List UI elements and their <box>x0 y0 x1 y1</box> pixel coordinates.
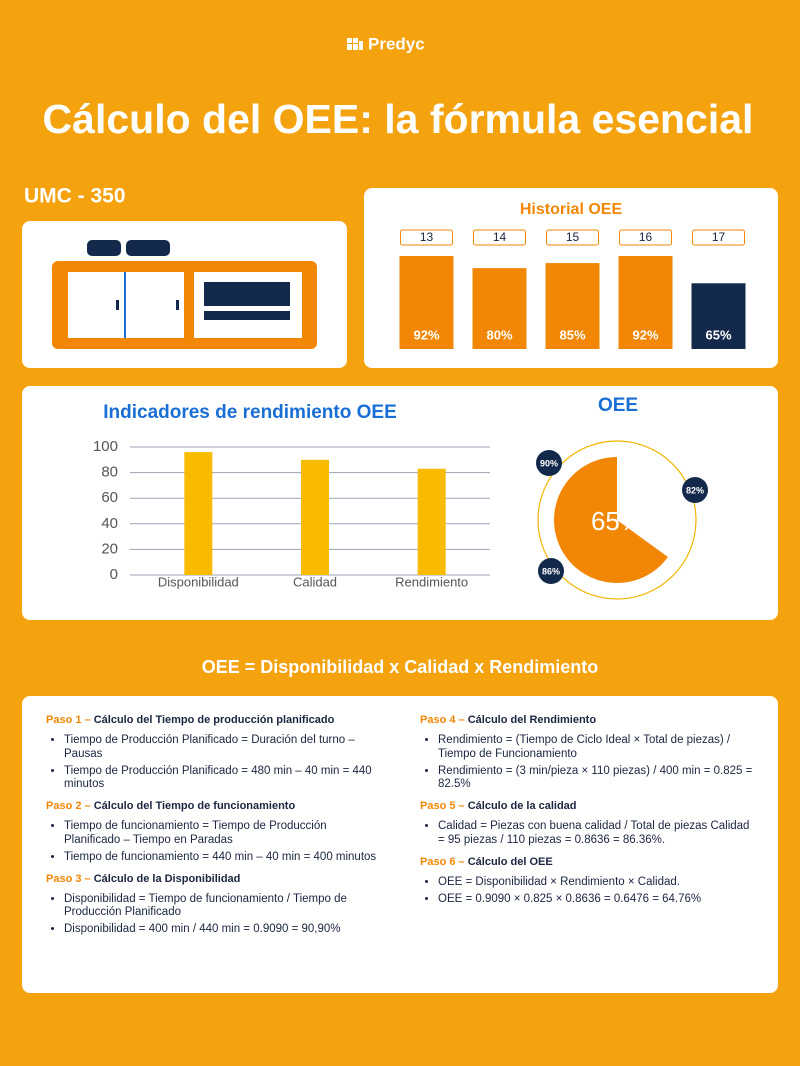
step-item: Tiempo de Producción Planificado = 480 m… <box>64 765 380 793</box>
value-label: 65% <box>705 327 731 342</box>
step-title: Cálculo del Rendimiento <box>467 714 597 726</box>
step-title: Cálculo del OEE <box>467 855 553 868</box>
x-tick-label: Rendimiento <box>395 574 468 589</box>
bar <box>472 268 527 349</box>
step-item: OEE = 0.9090 × 0.825 × 0.8636 = 0.6476 =… <box>438 893 754 907</box>
bar <box>399 256 454 349</box>
x-tick-label: 17 <box>712 230 726 244</box>
step-heading: Paso 2 – Cálculo del Tiempo de funcionam… <box>46 800 380 812</box>
step-number: Paso 4 – <box>420 714 465 726</box>
step: Paso 4 – Cálculo del Rendimiento Rendimie… <box>420 714 754 792</box>
step-number: Paso 1 – <box>46 714 91 726</box>
step-list: Tiempo de Producción Planificado = Durac… <box>46 734 380 792</box>
x-tick-label: Calidad <box>293 574 337 589</box>
x-tick-label: 13 <box>420 230 434 244</box>
year-box <box>546 229 599 246</box>
value-label: 92% <box>632 327 658 342</box>
badge <box>682 477 708 503</box>
charts: Historial OEE 13 92% 14 80% 15 85% 16 92% 17 65% In… <box>93 201 746 600</box>
bar <box>545 263 600 349</box>
step-list: Rendimiento = (Tiempo de Ciclo Ideal × T… <box>420 734 754 792</box>
y-tick-label: 100 <box>93 438 118 455</box>
step: Paso 2 – Cálculo del Tiempo de funcionam… <box>46 800 380 864</box>
brand: Predyc <box>368 34 425 53</box>
x-tick-label: 16 <box>639 230 653 244</box>
step-number: Paso 2 – <box>46 800 91 813</box>
step-item: Disponibilidad = 400 min / 440 min = 0.9… <box>64 923 380 937</box>
value-label: 92% <box>413 327 439 342</box>
step-item: Tiempo de funcionamiento = Tiempo de Pro… <box>64 820 380 848</box>
badge <box>538 558 564 584</box>
step-number: Paso 6 – <box>420 855 465 868</box>
year-box <box>400 229 453 246</box>
step-item: Tiempo de funcionamiento = 440 min – 40 … <box>64 851 380 865</box>
y-tick-label: 0 <box>110 566 118 583</box>
step-list: Calidad = Piezas con buena calidad / Tot… <box>420 820 754 848</box>
year-box <box>473 229 526 246</box>
step-item: Tiempo de Producción Planificado = Durac… <box>64 734 380 762</box>
step: Paso 1 – Cálculo del Tiempo de producció… <box>46 714 380 792</box>
x-tick-label: 14 <box>493 230 507 244</box>
steps-card: Paso 1 – Cálculo del Tiempo de producció… <box>22 696 778 993</box>
pie-value-label: 65% <box>591 506 643 536</box>
value-label: 85% <box>559 327 585 342</box>
bar <box>184 452 213 575</box>
value-label: 80% <box>486 327 512 342</box>
x-tick-label: Disponibilidad <box>158 574 239 589</box>
step-heading: Paso 3 – Cálculo de la Disponibilidad <box>46 873 380 885</box>
step-title: Cálculo del Tiempo de producción planifi… <box>93 714 335 726</box>
step-heading: Paso 6 – Cálculo del OEE <box>420 856 754 868</box>
y-tick-label: 40 <box>101 515 118 532</box>
step-list: OEE = Disponibilidad × Rendimiento × Cal… <box>420 876 754 907</box>
machine-illustration <box>52 240 317 349</box>
step-item: Rendimiento = (Tiempo de Ciclo Ideal × T… <box>438 734 754 762</box>
step: Paso 3 – Cálculo de la Disponibilidad Dis… <box>46 873 380 937</box>
main-title: Cálculo del OEE: la fórmula esencial <box>43 96 754 142</box>
formula: OEE = Disponibilidad x Calidad x Rendimi… <box>202 657 599 677</box>
year-box <box>619 229 672 246</box>
step-title: Cálculo de la calidad <box>467 800 577 813</box>
step-item: OEE = Disponibilidad × Rendimiento × Cal… <box>438 876 754 890</box>
step: Paso 5 – Cálculo de la calidad Calidad = … <box>420 800 754 848</box>
step-title: Cálculo de la Disponibilidad <box>93 872 241 885</box>
step-list: Disponibilidad = Tiempo de funcionamient… <box>46 893 380 937</box>
step-heading: Paso 1 – Cálculo del Tiempo de producció… <box>46 714 380 726</box>
step-list: Tiempo de funcionamiento = Tiempo de Pro… <box>46 820 380 864</box>
y-tick-label: 60 <box>101 489 118 506</box>
step-item: Rendimiento = (3 min/pieza × 110 piezas)… <box>438 765 754 793</box>
bar <box>618 256 673 349</box>
steps-column: Paso 1 – Cálculo del Tiempo de producció… <box>46 714 380 993</box>
machine-label: UMC - 350 <box>24 185 126 208</box>
step-heading: Paso 4 – Cálculo del Rendimiento <box>420 714 754 726</box>
bar <box>417 468 446 575</box>
step-number: Paso 5 – <box>420 800 465 813</box>
chart-title: Indicadores de rendimiento OEE <box>103 402 397 423</box>
x-tick-label: 15 <box>566 230 580 244</box>
steps-column: Paso 4 – Cálculo del Rendimiento Rendimie… <box>420 714 754 993</box>
pie-sector <box>554 457 668 583</box>
step-number: Paso 3 – <box>46 872 91 885</box>
logo-icon <box>347 38 363 50</box>
year-box <box>692 229 745 246</box>
badge-label: 86% <box>542 566 560 576</box>
badge-label: 90% <box>540 458 558 468</box>
badge-label: 82% <box>686 485 704 495</box>
step-title: Cálculo del Tiempo de funcionamiento <box>93 800 296 813</box>
chart-title: Historial OEE <box>520 201 623 218</box>
y-tick-label: 80 <box>101 464 118 481</box>
badge <box>536 450 562 476</box>
step-item: Disponibilidad = Tiempo de funcionamient… <box>64 893 380 921</box>
chart-title: OEE <box>598 395 638 416</box>
step: Paso 6 – Cálculo del OEE OEE = Disponibil… <box>420 856 754 907</box>
step-item: Calidad = Piezas con buena calidad / Tot… <box>438 820 754 848</box>
step-heading: Paso 5 – Cálculo de la calidad <box>420 800 754 812</box>
bar <box>301 459 329 575</box>
bar <box>691 283 746 349</box>
y-tick-label: 20 <box>101 540 118 557</box>
pie-ring <box>537 440 697 600</box>
